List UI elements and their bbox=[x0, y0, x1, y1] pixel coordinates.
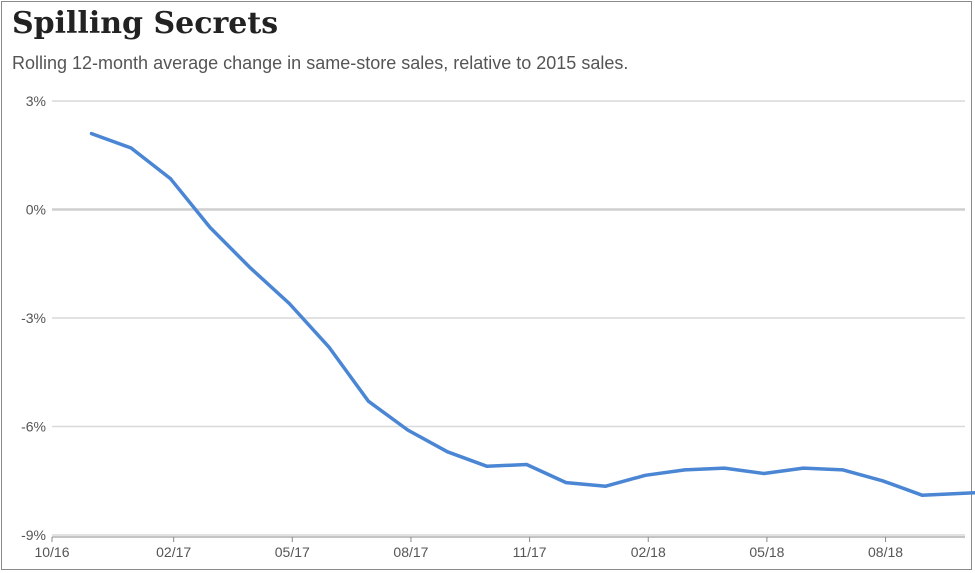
data-point bbox=[881, 479, 885, 483]
x-tick-label: 05/17 bbox=[275, 544, 310, 560]
series-group bbox=[89, 131, 975, 497]
x-tick-label: 08/17 bbox=[393, 544, 428, 560]
chart-title: Spilling Secrets bbox=[12, 6, 279, 41]
data-point bbox=[960, 491, 964, 495]
data-point bbox=[169, 177, 173, 181]
data-point bbox=[90, 132, 94, 136]
data-point bbox=[643, 473, 647, 477]
data-point bbox=[287, 302, 291, 306]
x-tick-label: 05/18 bbox=[749, 544, 784, 560]
data-point bbox=[762, 472, 766, 476]
grid-lines bbox=[52, 100, 965, 536]
x-tick-label: 11/17 bbox=[513, 544, 547, 560]
data-point bbox=[366, 399, 370, 403]
data-point bbox=[841, 468, 845, 472]
data-point bbox=[485, 464, 489, 468]
data-point bbox=[525, 462, 529, 466]
data-point bbox=[801, 466, 805, 470]
data-point bbox=[208, 226, 212, 230]
series-line bbox=[89, 131, 975, 497]
y-tick-label: -3% bbox=[21, 310, 46, 326]
data-point bbox=[446, 450, 449, 454]
x-axis: 10/16 02/17 05/17 08/17 11/17 02/18 05/18 08/18 bbox=[34, 536, 965, 560]
y-tick-label: 3% bbox=[26, 93, 46, 109]
data-point bbox=[406, 428, 410, 432]
chart-subtitle: Rolling 12-month average change in same-… bbox=[12, 53, 629, 73]
data-point bbox=[722, 466, 726, 470]
data-point bbox=[327, 345, 331, 349]
y-tick-label: -9% bbox=[21, 527, 46, 543]
x-tick-label: 02/18 bbox=[631, 544, 666, 560]
y-tick-label: 0% bbox=[26, 202, 46, 218]
data-point bbox=[564, 481, 568, 485]
data-point bbox=[129, 146, 133, 150]
data-point bbox=[604, 484, 608, 488]
y-tick-label: -6% bbox=[21, 419, 46, 435]
y-axis-ticks: 3% 0% -3% -6% -9% bbox=[21, 93, 46, 543]
x-tick-label: 08/18 bbox=[868, 544, 903, 560]
x-tick-label: 02/17 bbox=[156, 544, 191, 560]
data-point bbox=[683, 468, 687, 472]
x-tick-label: 10/16 bbox=[34, 544, 69, 560]
data-point bbox=[248, 265, 252, 269]
data-point bbox=[920, 493, 924, 497]
